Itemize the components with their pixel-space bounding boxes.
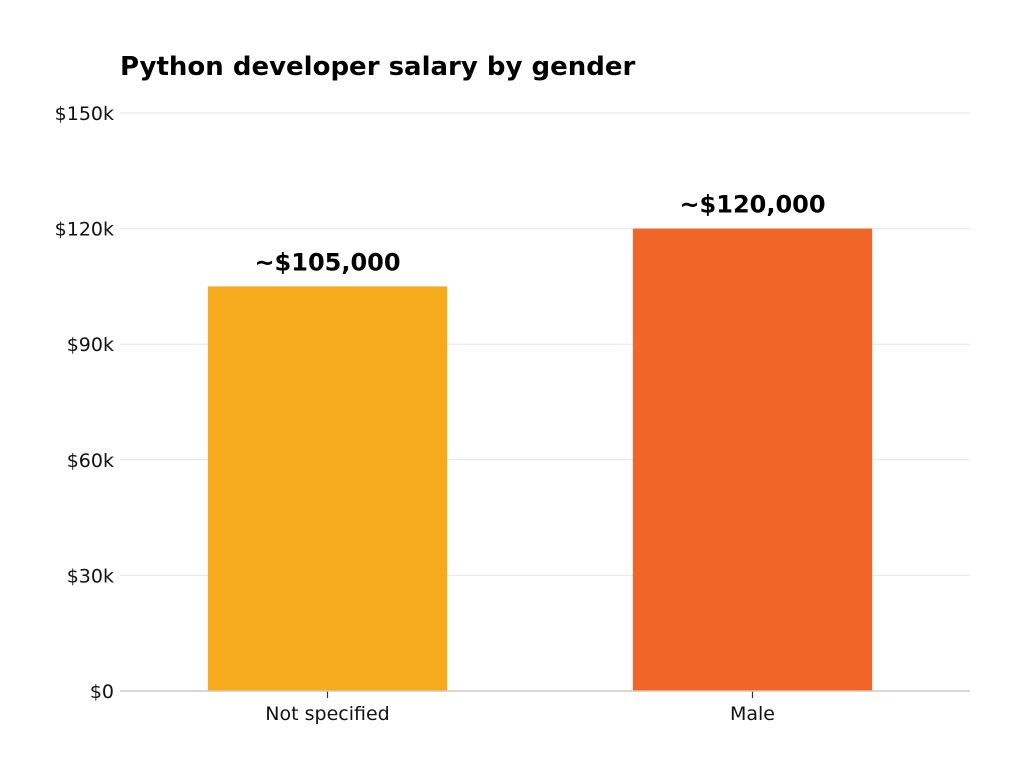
y-tick-label: $150k xyxy=(55,103,114,125)
y-tick-label: $0 xyxy=(90,681,114,703)
bar xyxy=(632,228,873,691)
bar-value-label: ~$105,000 xyxy=(254,248,400,276)
chart-title: Python developer salary by gender xyxy=(120,52,635,82)
y-tick-label: $30k xyxy=(67,565,114,587)
y-tick-label: $90k xyxy=(67,334,114,356)
x-axis: Not specified Male xyxy=(120,690,970,725)
y-tick-label: $60k xyxy=(67,450,114,472)
y-axis-ticks: $0 $30k $60k $90k $120k $150k xyxy=(55,103,114,703)
bars: ~$105,000 ~$120,000 xyxy=(207,191,873,691)
bar xyxy=(207,286,448,691)
bar-value-label: ~$120,000 xyxy=(679,191,825,219)
y-tick-label: $120k xyxy=(55,219,114,241)
x-tick-label: Male xyxy=(730,703,775,725)
x-tick-label: Not specified xyxy=(265,703,389,725)
